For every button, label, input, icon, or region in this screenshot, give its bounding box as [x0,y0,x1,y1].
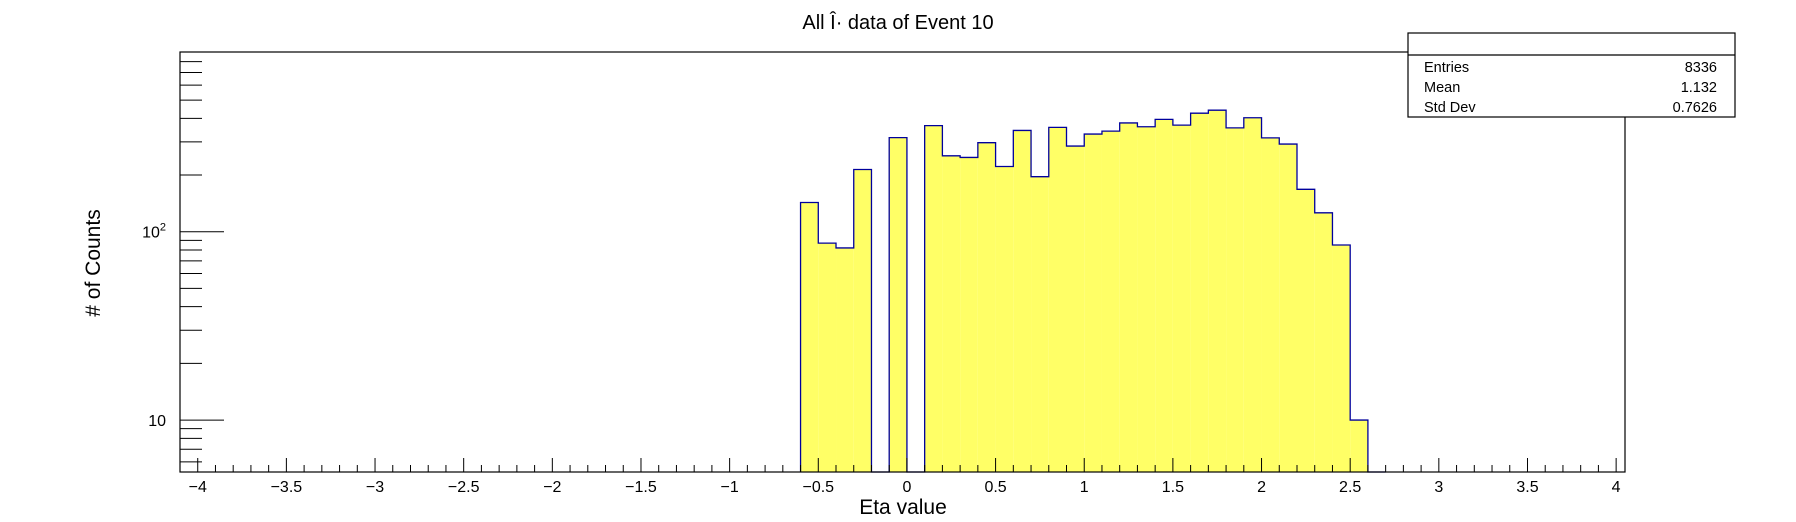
x-tick-label: −4 [189,479,207,496]
histogram-bar [995,166,1014,472]
plot-frame [179,51,1626,473]
x-axis-label: Eta value [859,496,947,519]
histogram-bar [1101,131,1120,472]
y-axis-label: # of Counts [82,209,105,316]
histogram-bar [1350,420,1368,472]
histogram-bar [1172,125,1191,472]
x-tick-label: 1.5 [1162,479,1184,496]
stats-value-std-dev: 0.7626 [1673,100,1717,116]
stats-value-entries: 8336 [1685,60,1717,76]
stats-label-mean: Mean [1424,80,1460,96]
stats-label-std-dev: Std Dev [1424,100,1476,116]
histogram-bar [836,247,854,472]
y-tick-label: 10 [148,413,166,430]
histogram-bar [818,243,837,472]
histogram-bar [1226,127,1244,472]
x-tick-label: 0 [902,479,911,496]
histogram-bars [800,110,1368,473]
histogram-bar [1013,130,1032,472]
histogram-bar [1031,176,1049,473]
x-tick-label: −1.5 [625,479,657,496]
x-tick-label: −3.5 [271,479,303,496]
x-tick-label: −2.5 [448,479,480,496]
histogram-bar [1279,144,1297,472]
stats-box: Entries 8336 Mean 1.132 Std Dev 0.7626 [1407,32,1736,118]
x-tick-label: 1 [1080,479,1089,496]
histogram-outline [799,109,1386,473]
stats-box-frame [1407,32,1736,118]
histogram-bar [1066,146,1085,473]
x-tick-label: 0.5 [984,479,1006,496]
histogram-bar [942,155,961,473]
histogram-bar [889,137,907,472]
y-tick-label-exponent: 2 [160,222,166,234]
x-axis-ticks: −4 −3.5 −3 −2.5 −2 −1.5 −1 −0.5 0 0.5 1 1.5 2 2.5 3 3.5… [179,458,1621,496]
histogram-bar [924,125,943,473]
chart-title: All Î· data of Event 10 [802,11,993,34]
stats-row-mean: Mean 1.132 [1424,80,1717,96]
histogram-bar [1155,119,1173,473]
y-tick-label-base: 10 [148,413,166,430]
histogram-bar [977,142,996,473]
x-tick-label: 2 [1257,479,1266,496]
histogram-bar [800,202,819,472]
y-tick-label-base: 10 [142,225,160,242]
x-tick-label: 2.5 [1339,479,1361,496]
histogram-bar [1119,122,1138,473]
x-tick-label: −2 [543,479,561,496]
histogram-bar [1084,134,1102,472]
x-tick-label: 3 [1434,479,1443,496]
histogram-bar [1332,245,1351,472]
stats-value-mean: 1.132 [1681,80,1717,96]
histogram-bar [1048,127,1067,473]
x-tick-label: −0.5 [802,479,834,496]
histogram-bar [1261,137,1280,472]
histogram-bar [1190,113,1209,472]
histogram-bar [1243,117,1262,472]
stats-label-entries: Entries [1424,60,1469,76]
x-tick-label: −1 [721,479,739,496]
histogram-bar [1314,212,1333,472]
histogram-bar [1137,126,1156,472]
histogram-bar [1208,110,1227,473]
y-tick-label: 102 [142,222,166,242]
stats-row-std-dev: Std Dev 0.7626 [1424,100,1717,116]
histogram-bar [960,157,978,472]
histogram-bar [1296,189,1315,473]
histogram-bar [853,169,872,472]
x-tick-label: 4 [1612,479,1621,496]
x-tick-label: 3.5 [1516,479,1538,496]
stats-row-entries: Entries 8336 [1424,60,1717,76]
x-tick-label: −3 [366,479,384,496]
